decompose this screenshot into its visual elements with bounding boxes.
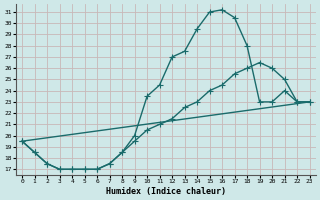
X-axis label: Humidex (Indice chaleur): Humidex (Indice chaleur) (106, 187, 226, 196)
